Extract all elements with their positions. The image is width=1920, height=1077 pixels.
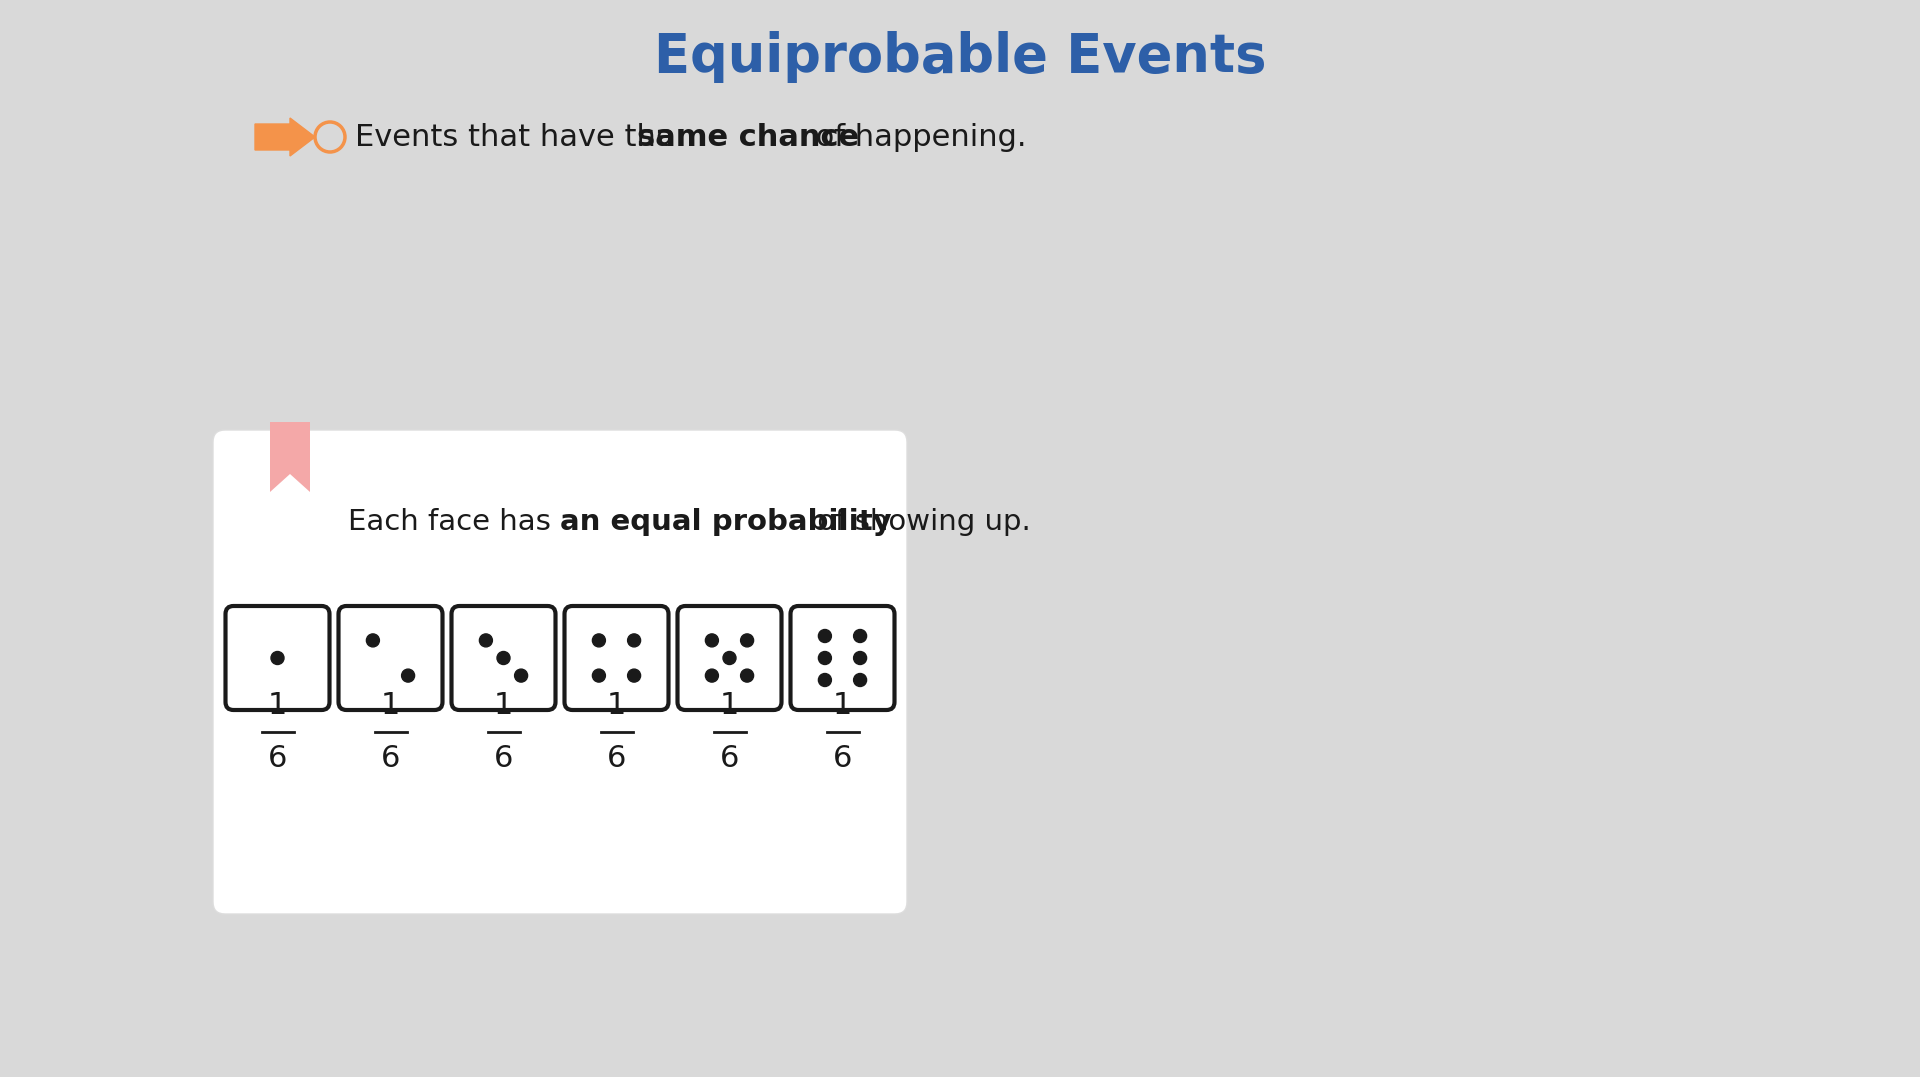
Circle shape <box>854 652 866 665</box>
Text: of showing up.: of showing up. <box>808 508 1031 536</box>
Text: an equal probability: an equal probability <box>561 508 891 536</box>
Circle shape <box>401 669 415 682</box>
Circle shape <box>818 652 831 665</box>
Text: 6: 6 <box>267 744 288 773</box>
Text: of happening.: of happening. <box>806 123 1027 152</box>
Circle shape <box>497 652 511 665</box>
Circle shape <box>741 634 753 647</box>
Circle shape <box>724 652 735 665</box>
Text: 1: 1 <box>380 691 399 721</box>
FancyBboxPatch shape <box>564 606 668 710</box>
FancyBboxPatch shape <box>225 606 330 710</box>
Text: same chance: same chance <box>637 123 858 152</box>
Circle shape <box>741 669 753 682</box>
Polygon shape <box>271 422 309 492</box>
Circle shape <box>480 634 492 647</box>
FancyBboxPatch shape <box>338 606 442 710</box>
Circle shape <box>818 629 831 643</box>
Circle shape <box>593 669 605 682</box>
Text: 6: 6 <box>607 744 626 773</box>
Text: 6: 6 <box>720 744 739 773</box>
Text: Events that have the: Events that have the <box>355 123 684 152</box>
Text: 6: 6 <box>493 744 513 773</box>
FancyBboxPatch shape <box>678 606 781 710</box>
Circle shape <box>367 634 380 647</box>
FancyBboxPatch shape <box>451 606 555 710</box>
Text: Equiprobable Events: Equiprobable Events <box>653 31 1267 83</box>
Text: 1: 1 <box>720 691 739 721</box>
Circle shape <box>705 669 718 682</box>
Circle shape <box>515 669 528 682</box>
Circle shape <box>628 634 641 647</box>
Circle shape <box>705 634 718 647</box>
Circle shape <box>854 629 866 643</box>
Text: 1: 1 <box>267 691 288 721</box>
Text: 6: 6 <box>833 744 852 773</box>
Text: Each face has: Each face has <box>348 508 561 536</box>
FancyBboxPatch shape <box>791 606 895 710</box>
FancyBboxPatch shape <box>213 430 906 914</box>
Circle shape <box>854 673 866 686</box>
Circle shape <box>818 673 831 686</box>
Text: 1: 1 <box>607 691 626 721</box>
Text: 1: 1 <box>493 691 513 721</box>
Text: 1: 1 <box>833 691 852 721</box>
Circle shape <box>628 669 641 682</box>
FancyArrow shape <box>255 118 315 156</box>
Circle shape <box>271 652 284 665</box>
Circle shape <box>593 634 605 647</box>
Text: 6: 6 <box>380 744 399 773</box>
